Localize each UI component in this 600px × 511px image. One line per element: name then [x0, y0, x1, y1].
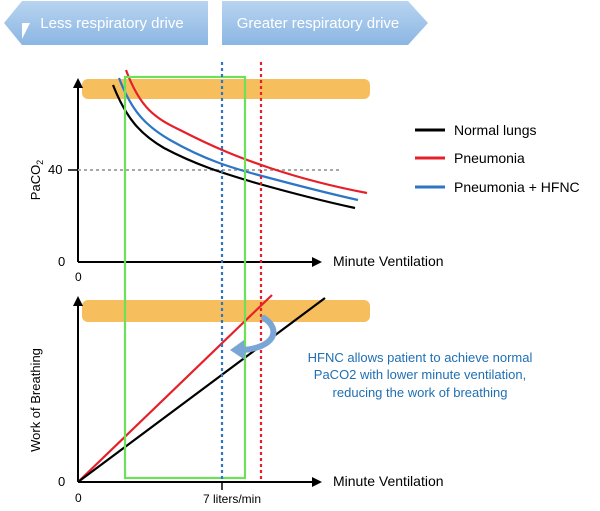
- paco2-label-main: PaCO: [28, 165, 43, 200]
- curved-arrow-head: [230, 340, 245, 360]
- top-tick-40: 40: [48, 162, 62, 177]
- bottom-tick-x0: 0: [75, 491, 82, 505]
- left-banner-arrow: [8, 1, 208, 45]
- top-tick-x0: 0: [75, 270, 82, 284]
- bottom-y-axis-label: Work of Breathing: [28, 348, 43, 452]
- svg-text:PaCO2: PaCO2: [28, 160, 45, 200]
- legend: Normal lungs Pneumonia Pneumonia + HFNC: [415, 122, 580, 195]
- curved-arrow-shaft: [239, 315, 277, 353]
- top-tick-y0: 0: [58, 254, 65, 269]
- paco2-label-sub: 2: [35, 160, 45, 165]
- pneumonia-work-line: [77, 294, 273, 483]
- annotation-line-1: HFNC allows patient to achieve normal: [308, 350, 533, 365]
- left-banner-label: Less respiratory drive: [40, 15, 183, 32]
- bottom-panel-axes: [73, 296, 322, 487]
- top-target-band: [82, 79, 370, 99]
- annotation-line-3: reducing the work of breathing: [333, 385, 508, 400]
- bottom-target-band: [82, 300, 370, 322]
- annotation-line-2: PaCO2 with lower minute ventilation,: [314, 367, 526, 382]
- pneumonia-curve-top: [124, 69, 368, 195]
- normal-lungs-work-line: [77, 297, 326, 483]
- right-banner-arrow-head: [408, 1, 428, 45]
- legend-label-hfnc: Pneumonia + HFNC: [454, 179, 580, 195]
- left-banner-arrow-head: [4, 1, 22, 45]
- top-x-axis-label: Minute Ventilation: [333, 253, 444, 269]
- bottom-tick-7: 7 liters/min: [203, 492, 261, 506]
- normal-lungs-curve-top: [111, 84, 356, 210]
- legend-label-pneumonia: Pneumonia: [454, 150, 525, 166]
- top-y-axis-label: PaCO2: [28, 160, 45, 200]
- right-banner-label: Greater respiratory drive: [237, 15, 400, 32]
- right-banner-arrow: [222, 1, 408, 45]
- legend-label-normal: Normal lungs: [454, 122, 536, 138]
- bottom-x-axis-label: Minute Ventilation: [333, 473, 444, 489]
- hfnc-curve-top: [117, 77, 359, 202]
- green-window-box: [123, 75, 247, 480]
- bottom-tick-y0: 0: [58, 474, 65, 489]
- curved-arrow: [230, 315, 277, 360]
- drive-banner: Less respiratory drive Greater respirato…: [4, 1, 428, 45]
